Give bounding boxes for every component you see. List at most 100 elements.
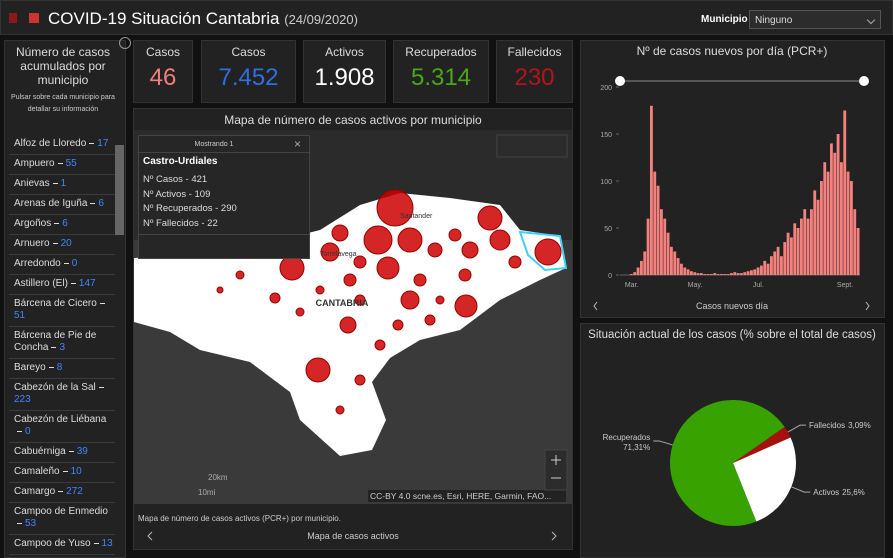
case-bubble [477, 205, 503, 231]
title: COVID-19 Situación Cantabria (24/09/2020… [48, 9, 358, 28]
bar [743, 272, 747, 275]
item-value: 1 [60, 178, 67, 189]
x-tick-label: Mar. [625, 282, 639, 289]
close-button[interactable]: × [293, 137, 301, 151]
indicator-label: Recuperados [405, 45, 477, 59]
expand-icon[interactable] [119, 37, 131, 49]
scrollbar[interactable] [115, 145, 124, 235]
case-bubble [435, 295, 445, 305]
bar [850, 181, 853, 275]
item-value: 13 [101, 538, 113, 549]
item-name: Argoños [14, 218, 52, 229]
chart-title: Situación actual de los casos (% sobre e… [588, 329, 876, 341]
flag-icon [29, 13, 39, 23]
bar [716, 274, 720, 275]
municipio-select[interactable]: Ninguno [749, 10, 881, 29]
y-tick-label: 50 [604, 226, 612, 233]
bar [793, 223, 797, 275]
list-item[interactable]: Ampuero 55 [9, 155, 115, 175]
item-value: 17 [97, 138, 109, 149]
attribution-bg [368, 490, 566, 502]
list-item[interactable]: Bárcena de Cicero51 [9, 295, 115, 327]
list-item[interactable]: Cabezón de Liébana0 [9, 411, 115, 443]
bar [776, 246, 780, 275]
case-bubble [424, 314, 436, 326]
indicator-label: Fallecidos [507, 45, 562, 59]
case-bubble [305, 357, 331, 383]
list-item[interactable]: Astillero (El) 147 [9, 275, 115, 295]
list-item[interactable]: Alfoz de Lloredo 17 [9, 135, 115, 155]
bar [736, 273, 740, 275]
map-footer: Mapa de casos activos [307, 531, 399, 541]
bar [713, 273, 717, 275]
separator [17, 522, 22, 524]
item-value: 147 [78, 278, 96, 289]
separator [99, 302, 105, 304]
list-item[interactable]: Argoños 6 [9, 215, 115, 235]
bar [753, 269, 757, 275]
popup-fields: Nº Casos - 421 Nº Activos - 109 Nº Recuper… [143, 173, 237, 231]
chart-title: Nº de casos nuevos por día (PCR+) [637, 44, 828, 58]
separator [98, 386, 104, 388]
list-item[interactable]: Bareyo 8 [9, 359, 115, 379]
bar [706, 274, 710, 275]
list-item[interactable]: Campoo de Enmedio53 [9, 503, 115, 535]
x-tick-label: May. [688, 282, 703, 289]
popup-header: Mostrando 1 [194, 141, 234, 148]
case-bubble [279, 255, 305, 281]
bar [830, 143, 833, 275]
case-bubble [534, 238, 562, 266]
list-item[interactable]: Camaleño 10 [9, 463, 115, 483]
bar [756, 267, 760, 275]
list-item[interactable]: Cabuérniga 39 [9, 443, 115, 463]
item-name: Arnuero [14, 238, 50, 249]
indicator: Fallecidos 230 [496, 40, 573, 103]
bar [816, 199, 820, 275]
item-name: Bárcena de Pie de Concha [14, 330, 97, 353]
leader-line [791, 486, 811, 493]
list-item[interactable]: Arredondo 0 [9, 255, 115, 275]
case-bubble [454, 294, 478, 318]
bar [683, 267, 687, 275]
case-bubble [295, 307, 305, 317]
list-item[interactable]: Campoo de Yuso 13 [9, 535, 115, 555]
item-name: Astillero (El) [14, 278, 68, 289]
x-tick-label: Jul. [753, 282, 764, 289]
bar [846, 171, 850, 275]
indicator: Activos 1.908 [303, 40, 386, 103]
flag-icon [9, 13, 17, 23]
item-value: 0 [25, 426, 31, 437]
list-item[interactable]: Arenas de Iguña 6 [9, 195, 115, 215]
nav-arrows [147, 301, 870, 541]
separator [62, 470, 68, 472]
indicator-label: Casos [145, 45, 180, 59]
bar [783, 242, 787, 275]
indicator: Casos 46 [133, 40, 193, 103]
list-item[interactable]: Arnuero 20 [9, 235, 115, 255]
case-bubble [343, 273, 357, 287]
scale-label: 20km [208, 473, 228, 482]
item-value: 0 [71, 258, 78, 269]
bar [686, 269, 690, 275]
bar [806, 218, 810, 275]
separator [17, 430, 22, 432]
scale-label: 10mi [198, 488, 216, 497]
list-item[interactable]: Cabezón de la Sal223 [9, 379, 115, 411]
item-value: 53 [25, 518, 37, 529]
bar [673, 251, 677, 275]
bar [696, 273, 700, 275]
list-item[interactable]: Anievas 1 [9, 175, 115, 195]
chart-footer: Casos nuevos día [696, 301, 768, 311]
sidebar-subtitle: Pulsar sobre cada municipio para detalla… [11, 94, 115, 113]
list-item[interactable]: Bárcena de Pie de Concha 3 [9, 327, 115, 359]
item-name: Bareyo [14, 362, 46, 373]
place-label: Santander [400, 213, 433, 220]
list-item[interactable]: Camargo 272 [9, 483, 115, 503]
bar [693, 272, 697, 275]
case-bubble [508, 255, 522, 269]
bar [663, 218, 667, 275]
separator [70, 282, 76, 284]
indicator-value: 5.314 [410, 64, 472, 91]
